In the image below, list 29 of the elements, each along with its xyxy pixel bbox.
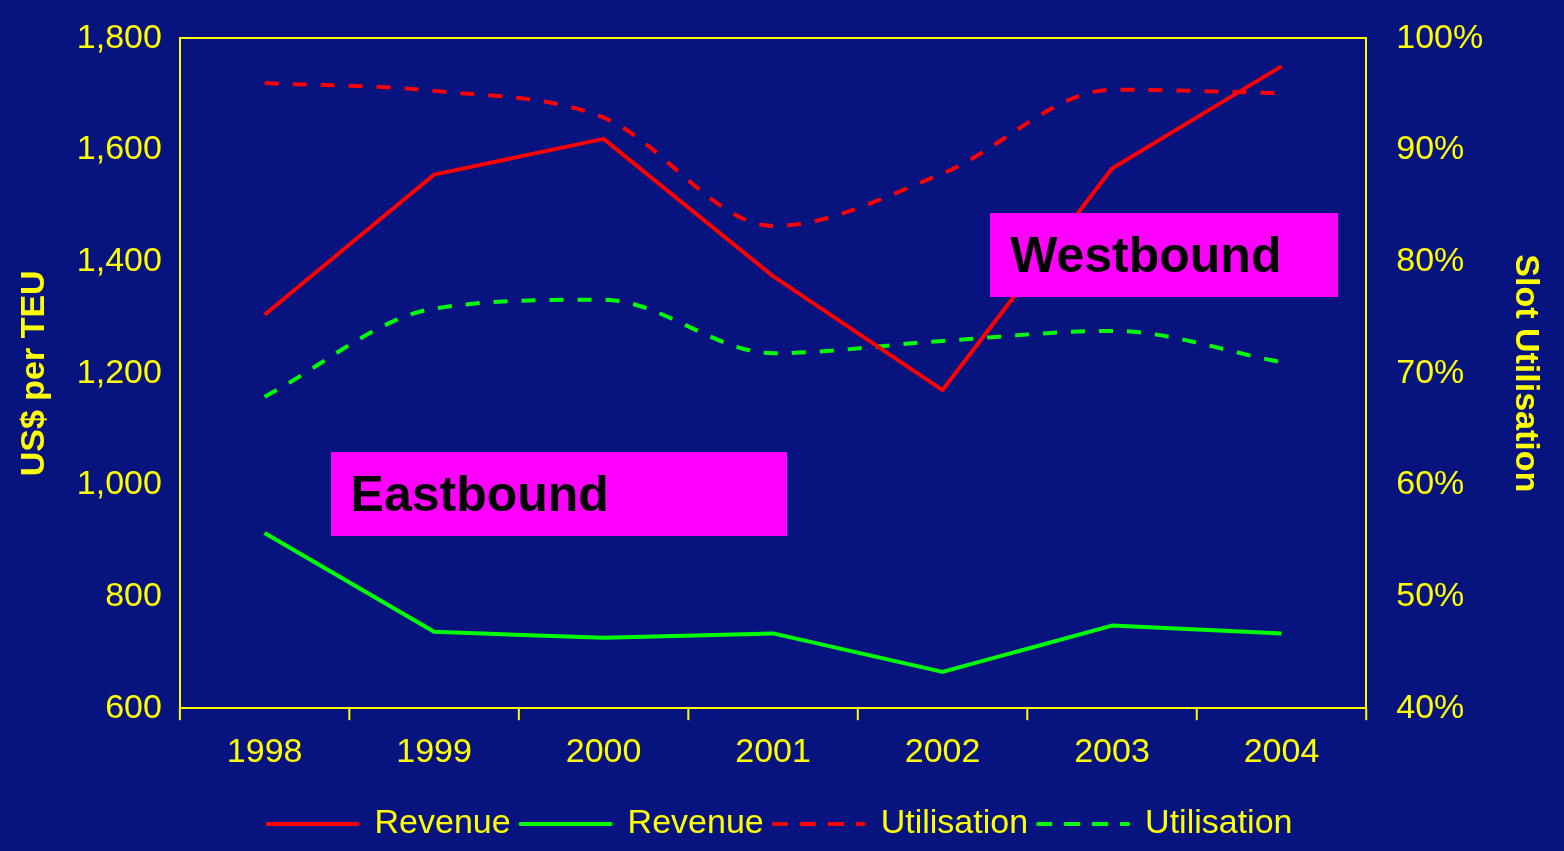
- label-box: Westbound: [990, 213, 1339, 298]
- y-tick-label: 1,800: [76, 16, 162, 55]
- y2-tick-label: 90%: [1396, 128, 1465, 167]
- x-tick-label: 1999: [396, 730, 472, 769]
- y2-tick-label: 40%: [1396, 686, 1465, 725]
- label-box: Eastbound: [330, 452, 787, 537]
- y-tick-label: 1,200: [76, 351, 162, 390]
- y-tick-label: 1,600: [76, 128, 162, 167]
- y-tick-label: 1,400: [76, 240, 162, 279]
- legend-label: Utilisation: [880, 802, 1029, 841]
- x-tick-label: 2000: [565, 730, 642, 769]
- y2-tick-label: 100%: [1396, 16, 1484, 55]
- y-axis-title: US$ per TEU: [12, 270, 51, 477]
- y2-tick-label: 50%: [1396, 574, 1465, 613]
- y2-axis-title: Slot Utilisation: [1509, 254, 1548, 493]
- y2-tick-label: 70%: [1396, 351, 1465, 390]
- x-tick-label: 2004: [1243, 730, 1320, 769]
- y2-tick-label: 80%: [1396, 240, 1465, 279]
- x-tick-label: 1998: [226, 730, 303, 769]
- x-tick-label: 2001: [735, 730, 811, 769]
- legend-label: Revenue: [627, 802, 764, 841]
- y-tick-label: 600: [105, 686, 162, 725]
- legend-label: Utilisation: [1145, 802, 1293, 841]
- x-tick-label: 2002: [904, 730, 981, 769]
- legend-label: Revenue: [374, 802, 511, 841]
- y2-tick-label: 60%: [1396, 463, 1465, 502]
- x-tick-label: 2003: [1074, 730, 1150, 769]
- y-tick-label: 800: [105, 574, 162, 613]
- y-tick-label: 1,000: [76, 463, 162, 502]
